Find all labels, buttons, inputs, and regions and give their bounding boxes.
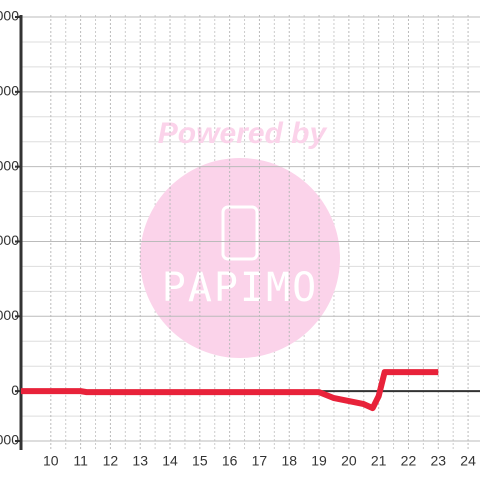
y-tick-label: -20,000 [0,432,19,448]
x-tick-label: 15 [192,453,208,469]
x-tick-label: 13 [132,453,148,469]
x-tick-label: 18 [281,453,297,469]
x-tick-label: 14 [162,453,178,469]
line-series [21,369,439,412]
x-tick-label: 24 [460,453,476,469]
x-tick-label: 11 [73,453,88,469]
x-tick-label: 23 [430,453,446,469]
watermark-logo: PAPIMO [162,265,319,311]
y-tick-label: 150,000 [0,8,19,24]
x-tick-label: 19 [311,453,327,469]
watermark-phone [221,205,259,261]
y-tick-label: 120,000 [0,83,19,99]
x-tick-label: 12 [103,453,119,469]
x-tick-label: 21 [371,453,387,469]
x-tick-label: 22 [401,453,417,469]
x-tick-label: 20 [341,453,357,469]
x-tick-label: 16 [222,453,238,469]
watermark-text: Powered by [158,117,328,150]
y-tick-label: 30,000 [0,307,19,323]
y-tick-label: 90,000 [0,157,19,173]
x-tick-label: 10 [43,453,59,469]
y-tick-label: 60,000 [0,232,19,248]
y-tick-label: 0 [11,382,19,398]
x-tick-label: 17 [252,453,268,469]
